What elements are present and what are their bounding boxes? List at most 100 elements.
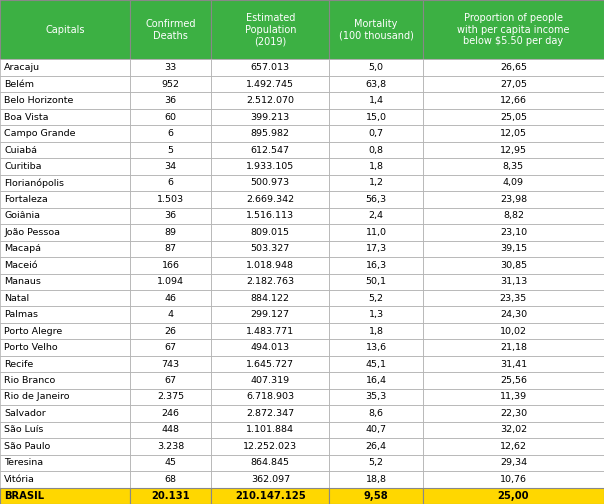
Text: Campo Grande: Campo Grande xyxy=(4,129,75,138)
Text: 63,8: 63,8 xyxy=(365,80,387,89)
Text: 657.013: 657.013 xyxy=(251,63,290,72)
Text: 23,10: 23,10 xyxy=(500,228,527,237)
Bar xyxy=(211,59,329,76)
Bar xyxy=(0,389,130,405)
Text: Goiânia: Goiânia xyxy=(4,211,40,220)
Text: 26: 26 xyxy=(165,327,176,336)
Bar xyxy=(0,372,130,389)
Text: Porto Alegre: Porto Alegre xyxy=(4,327,62,336)
Bar xyxy=(130,240,211,257)
Text: 809.015: 809.015 xyxy=(251,228,290,237)
Text: 2.872.347: 2.872.347 xyxy=(246,409,294,418)
Bar xyxy=(423,208,604,224)
Text: Macapá: Macapá xyxy=(4,244,41,254)
Bar xyxy=(423,158,604,175)
Text: 67: 67 xyxy=(165,376,176,385)
Bar xyxy=(0,471,130,487)
Bar xyxy=(211,487,329,504)
Bar xyxy=(0,224,130,240)
Text: 1,3: 1,3 xyxy=(368,310,384,319)
Bar xyxy=(130,356,211,372)
Text: 10,02: 10,02 xyxy=(500,327,527,336)
Bar xyxy=(130,257,211,274)
Text: 5,2: 5,2 xyxy=(368,458,384,467)
Text: 2.182.763: 2.182.763 xyxy=(246,277,294,286)
Text: Confirmed
Deaths: Confirmed Deaths xyxy=(146,19,196,40)
Bar xyxy=(211,389,329,405)
Bar xyxy=(211,290,329,306)
Bar xyxy=(130,208,211,224)
Text: 1.018.948: 1.018.948 xyxy=(246,261,294,270)
Bar xyxy=(211,405,329,422)
Bar xyxy=(211,0,329,59)
Text: 6: 6 xyxy=(168,129,173,138)
Text: 12,95: 12,95 xyxy=(500,146,527,155)
Text: João Pessoa: João Pessoa xyxy=(4,228,60,237)
Text: Fortaleza: Fortaleza xyxy=(4,195,48,204)
Text: 25,00: 25,00 xyxy=(498,491,529,501)
Bar xyxy=(130,372,211,389)
Bar xyxy=(211,372,329,389)
Text: 1,8: 1,8 xyxy=(368,327,384,336)
Bar xyxy=(423,240,604,257)
Text: 9,58: 9,58 xyxy=(364,491,388,501)
Bar xyxy=(329,290,423,306)
Text: 1.101.884: 1.101.884 xyxy=(246,425,294,434)
Bar xyxy=(130,290,211,306)
Bar xyxy=(329,125,423,142)
Bar xyxy=(130,191,211,208)
Text: 362.097: 362.097 xyxy=(251,475,290,484)
Text: 18,8: 18,8 xyxy=(365,475,387,484)
Text: 1,2: 1,2 xyxy=(368,178,384,187)
Text: 45: 45 xyxy=(165,458,176,467)
Bar xyxy=(329,240,423,257)
Text: 25,05: 25,05 xyxy=(500,112,527,121)
Text: 33: 33 xyxy=(164,63,177,72)
Bar xyxy=(211,125,329,142)
Text: 2,4: 2,4 xyxy=(368,211,384,220)
Bar xyxy=(423,0,604,59)
Bar xyxy=(130,471,211,487)
Text: 16,3: 16,3 xyxy=(365,261,387,270)
Bar xyxy=(329,142,423,158)
Bar xyxy=(423,306,604,323)
Bar xyxy=(329,487,423,504)
Text: 31,13: 31,13 xyxy=(500,277,527,286)
Text: 399.213: 399.213 xyxy=(251,112,290,121)
Bar xyxy=(211,76,329,92)
Text: 299.127: 299.127 xyxy=(251,310,290,319)
Bar xyxy=(0,175,130,191)
Bar xyxy=(423,274,604,290)
Bar xyxy=(329,92,423,109)
Bar xyxy=(211,306,329,323)
Text: 494.013: 494.013 xyxy=(251,343,290,352)
Bar xyxy=(211,208,329,224)
Bar xyxy=(0,306,130,323)
Text: 36: 36 xyxy=(164,211,177,220)
Bar xyxy=(211,422,329,438)
Text: 27,05: 27,05 xyxy=(500,80,527,89)
Text: Aracaju: Aracaju xyxy=(4,63,40,72)
Bar xyxy=(211,109,329,125)
Bar xyxy=(423,323,604,339)
Bar xyxy=(0,323,130,339)
Text: 22,30: 22,30 xyxy=(500,409,527,418)
Bar xyxy=(130,323,211,339)
Bar xyxy=(0,339,130,356)
Text: 87: 87 xyxy=(165,244,176,254)
Bar xyxy=(0,0,130,59)
Bar xyxy=(130,92,211,109)
Text: Estimated
Population
(2019): Estimated Population (2019) xyxy=(245,13,296,46)
Text: 4,09: 4,09 xyxy=(503,178,524,187)
Text: 612.547: 612.547 xyxy=(251,146,290,155)
Bar xyxy=(0,274,130,290)
Bar xyxy=(211,142,329,158)
Text: 1.483.771: 1.483.771 xyxy=(246,327,294,336)
Text: 1.094: 1.094 xyxy=(157,277,184,286)
Bar xyxy=(211,224,329,240)
Text: Belém: Belém xyxy=(4,80,34,89)
Bar xyxy=(0,240,130,257)
Text: 29,34: 29,34 xyxy=(500,458,527,467)
Text: 60: 60 xyxy=(165,112,176,121)
Bar xyxy=(130,438,211,455)
